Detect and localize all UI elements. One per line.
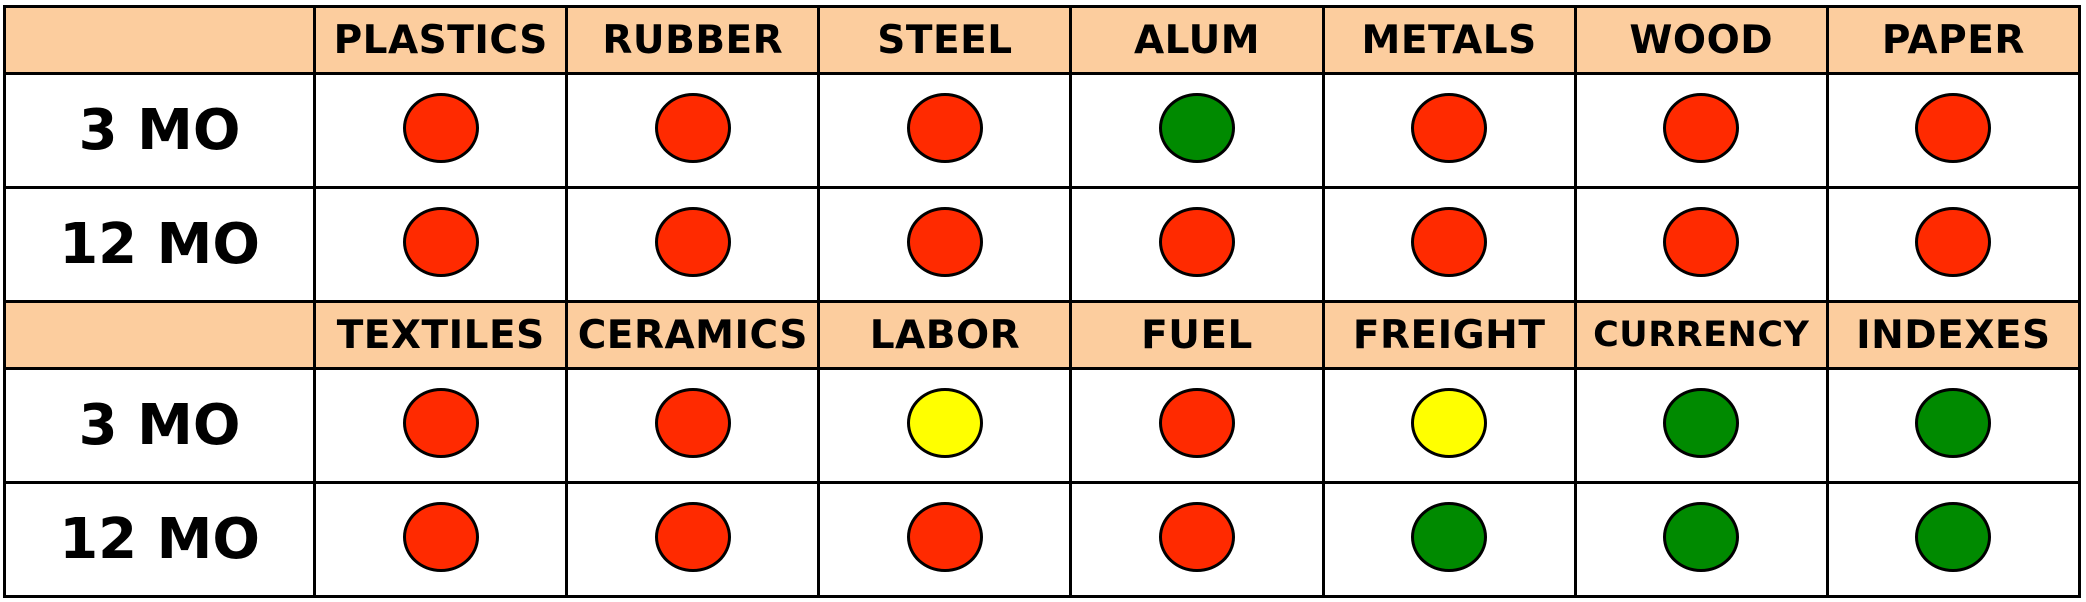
status-indicator-dot [1411, 388, 1488, 458]
status-indicator-dot [1411, 207, 1488, 277]
status-cell [313, 186, 569, 303]
status-indicator-dot [1159, 93, 1236, 163]
status-indicator-dot [1663, 388, 1740, 458]
status-cell [1321, 481, 1577, 598]
status-cell [1573, 367, 1829, 484]
status-cell [1825, 481, 2082, 598]
status-cell [313, 367, 569, 484]
status-cell [313, 481, 569, 598]
category-header-paper: PAPER [1825, 5, 2082, 75]
category-header-labor: LABOR [817, 300, 1073, 370]
status-grid: PLASTICS RUBBER STEEL ALUM METALS WOOD P… [2, 5, 2082, 598]
category-header-wood: WOOD [1573, 5, 1829, 75]
status-indicator-dot [906, 388, 983, 458]
status-indicator-dot [1915, 502, 1992, 572]
grid-body: PLASTICS RUBBER STEEL ALUM METALS WOOD P… [2, 5, 2082, 598]
status-cell [1069, 367, 1325, 484]
status-cell [565, 367, 821, 484]
row-label-3mo: 3 MO [2, 367, 317, 484]
status-indicator-dot [1159, 207, 1236, 277]
status-indicator-dot [1663, 207, 1740, 277]
status-cell [1069, 72, 1325, 189]
section-1-header-row: PLASTICS RUBBER STEEL ALUM METALS WOOD P… [2, 5, 2082, 75]
status-cell [565, 72, 821, 189]
header-corner-cell [2, 300, 317, 370]
status-cell [1321, 186, 1577, 303]
status-indicator-dot [402, 207, 479, 277]
section-2-row-3mo: 3 MO [2, 367, 2082, 484]
category-header-freight: FREIGHT [1321, 300, 1577, 370]
status-cell [1825, 186, 2082, 303]
category-header-steel: STEEL [817, 5, 1073, 75]
status-cell [565, 481, 821, 598]
category-header-alum: ALUM [1069, 5, 1325, 75]
status-indicator-dot [1411, 93, 1488, 163]
status-indicator-dot [1915, 388, 1992, 458]
status-cell [1573, 186, 1829, 303]
status-indicator-dot [1411, 502, 1488, 572]
status-cell [1825, 367, 2082, 484]
section-1-row-12mo: 12 MO [2, 186, 2082, 303]
status-indicator-dot [654, 93, 731, 163]
status-indicator-dot [402, 93, 479, 163]
status-cell [817, 481, 1073, 598]
status-indicator-dot [1159, 502, 1236, 572]
category-header-indexes: INDEXES [1825, 300, 2082, 370]
row-label-3mo: 3 MO [2, 72, 317, 189]
category-header-rubber: RUBBER [565, 5, 821, 75]
section-2-row-12mo: 12 MO [2, 481, 2082, 598]
status-cell [1825, 72, 2082, 189]
status-indicator-dot [1663, 93, 1740, 163]
category-header-plastics: PLASTICS [313, 5, 569, 75]
status-cell [817, 72, 1073, 189]
status-indicator-dot [654, 207, 731, 277]
status-cell [1573, 72, 1829, 189]
status-cell [313, 72, 569, 189]
category-header-metals: METALS [1321, 5, 1577, 75]
category-header-currency: CURRENCY [1573, 300, 1829, 370]
status-indicator-dot [402, 502, 479, 572]
status-cell [817, 367, 1073, 484]
status-cell [1573, 481, 1829, 598]
category-header-ceramics: CERAMICS [565, 300, 821, 370]
status-indicator-dot [1159, 388, 1236, 458]
status-indicator-dot [906, 93, 983, 163]
status-cell [817, 186, 1073, 303]
status-cell [1069, 186, 1325, 303]
status-indicator-dot [654, 502, 731, 572]
status-cell [1321, 72, 1577, 189]
section-1-row-3mo: 3 MO [2, 72, 2082, 189]
section-2-header-row: TEXTILES CERAMICS LABOR FUEL FREIGHT CUR… [2, 300, 2082, 370]
status-indicator-dot [654, 388, 731, 458]
row-label-12mo: 12 MO [2, 481, 317, 598]
status-cell [565, 186, 821, 303]
status-indicator-dot [402, 388, 479, 458]
row-label-12mo: 12 MO [2, 186, 317, 303]
status-cell [1069, 481, 1325, 598]
header-corner-cell [2, 5, 317, 75]
status-indicator-dot [906, 207, 983, 277]
category-header-textiles: TEXTILES [313, 300, 569, 370]
category-header-fuel: FUEL [1069, 300, 1325, 370]
status-cell [1321, 367, 1577, 484]
status-indicator-dot [1663, 502, 1740, 572]
status-indicator-dot [1915, 207, 1992, 277]
status-indicator-dot [1915, 93, 1992, 163]
status-indicator-dot [906, 502, 983, 572]
